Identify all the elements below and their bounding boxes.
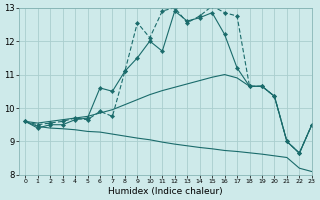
X-axis label: Humidex (Indice chaleur): Humidex (Indice chaleur)	[108, 187, 223, 196]
